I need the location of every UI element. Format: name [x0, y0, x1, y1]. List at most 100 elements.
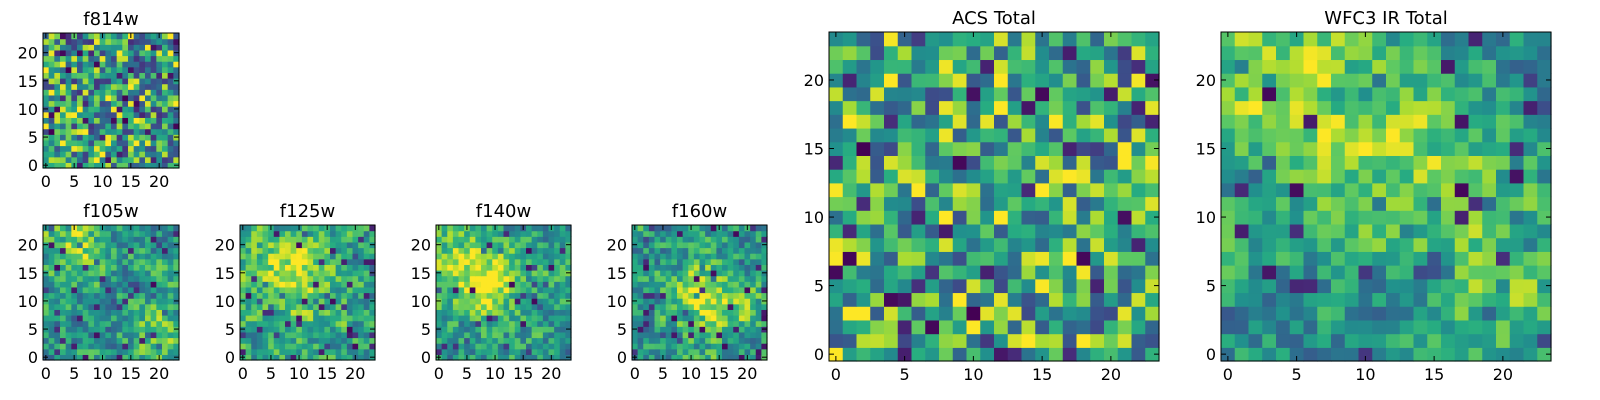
heatmap-cell	[884, 223, 899, 239]
heatmap-cell	[548, 264, 555, 271]
heatmap-cell	[492, 337, 499, 344]
heatmap-cell	[565, 331, 572, 339]
heatmap-cell	[105, 66, 112, 73]
heatmap-cell	[469, 303, 476, 310]
heatmap-cell	[156, 123, 163, 130]
heatmap-cell	[94, 270, 101, 277]
heatmap-cell	[559, 258, 566, 265]
heatmap-cell	[688, 348, 695, 355]
heatmap-cell	[139, 315, 146, 322]
heatmap-cell	[1062, 32, 1078, 47]
heatmap-cell	[1399, 292, 1415, 307]
heatmap-cell	[65, 320, 72, 327]
heatmap-cell	[870, 196, 885, 211]
heatmap-cell	[99, 38, 106, 45]
heatmap-cell	[447, 337, 454, 344]
heatmap-cell	[1221, 347, 1236, 362]
heatmap-cell	[1413, 169, 1428, 184]
heatmap-cell	[761, 247, 768, 254]
heatmap-cell	[710, 230, 717, 237]
x-tick-label: 5	[1292, 365, 1302, 384]
heatmap-cell	[1386, 182, 1401, 198]
heatmap-cell	[82, 309, 89, 316]
heatmap-cell	[156, 286, 163, 294]
heatmap-cell	[256, 326, 264, 333]
heatmap-cell	[1454, 278, 1470, 294]
heatmap-cell	[1331, 45, 1346, 61]
heatmap-cell	[677, 275, 684, 282]
heatmap-cell	[738, 270, 746, 277]
heatmap-cell	[301, 309, 309, 316]
heatmap-cell	[262, 298, 269, 305]
heatmap-cell	[884, 114, 899, 129]
heatmap-cell	[262, 230, 269, 237]
heatmap-cell	[688, 298, 695, 305]
heatmap-cell	[705, 326, 712, 333]
heatmap-cell	[497, 253, 505, 260]
heatmap-cell	[503, 241, 510, 249]
heatmap-cell	[520, 292, 527, 299]
heatmap-cell	[358, 258, 365, 265]
heatmap-cell	[262, 253, 269, 260]
heatmap-cell	[99, 241, 106, 249]
heatmap-cell	[256, 303, 264, 310]
heatmap-cell	[307, 320, 314, 327]
heatmap-cell	[486, 241, 493, 249]
heatmap-cell	[733, 298, 740, 305]
heatmap-cell	[966, 278, 981, 294]
heatmap-cell	[346, 281, 354, 288]
heatmap-cell	[145, 343, 152, 350]
heatmap-cell	[733, 292, 740, 299]
heatmap-cell	[1090, 59, 1105, 74]
heatmap-cell	[559, 309, 566, 316]
heatmap-cell	[77, 83, 84, 90]
heatmap-cell	[452, 292, 460, 299]
heatmap-cell	[842, 278, 858, 294]
heatmap-cell	[1482, 59, 1497, 74]
heatmap-cell	[71, 286, 78, 294]
heatmap-cell	[335, 320, 342, 327]
heatmap-cell	[939, 292, 954, 307]
heatmap-cell	[1358, 155, 1373, 170]
heatmap-cell	[475, 258, 482, 265]
heatmap-cell	[324, 286, 331, 294]
heatmap-cell	[1509, 237, 1525, 252]
heatmap-cell	[643, 315, 650, 322]
heatmap-cell	[677, 258, 684, 265]
heatmap-cell	[1262, 237, 1277, 252]
heatmap-cell	[111, 320, 118, 327]
heatmap-cell	[1076, 196, 1091, 211]
heatmap-cell	[48, 89, 55, 96]
heatmap-cell	[565, 286, 572, 294]
heatmap-cell	[884, 251, 899, 266]
y-tick-label: 15	[18, 264, 38, 283]
heatmap-cell	[1145, 127, 1160, 143]
heatmap-cell	[693, 275, 701, 282]
heatmap-cell	[1427, 141, 1442, 156]
heatmap-cell	[111, 315, 118, 322]
heatmap-cell	[1021, 278, 1036, 294]
heatmap-cell	[88, 326, 95, 333]
heatmap-cell	[133, 241, 140, 249]
heatmap-cell	[145, 281, 152, 288]
heatmap-cell	[173, 225, 180, 232]
heatmap-cell	[1276, 182, 1291, 198]
heatmap-cell	[660, 236, 667, 243]
heatmap-cell	[173, 156, 180, 163]
heatmap-cell	[829, 278, 844, 294]
heatmap-cell	[537, 309, 544, 316]
heatmap-cell	[352, 292, 359, 299]
heatmap-cell	[1049, 210, 1064, 225]
heatmap-cell	[1276, 196, 1291, 211]
heatmap-cell	[318, 298, 325, 305]
heatmap-cell	[150, 44, 157, 51]
heatmap-cell	[755, 236, 762, 243]
heatmap-cell	[82, 337, 89, 344]
heatmap-cell	[128, 292, 135, 299]
heatmap-cell	[705, 309, 712, 316]
heatmap-cell	[145, 275, 152, 282]
heatmap-cell	[1221, 306, 1236, 321]
heatmap-cell	[122, 33, 129, 40]
heatmap-cell	[542, 343, 550, 350]
